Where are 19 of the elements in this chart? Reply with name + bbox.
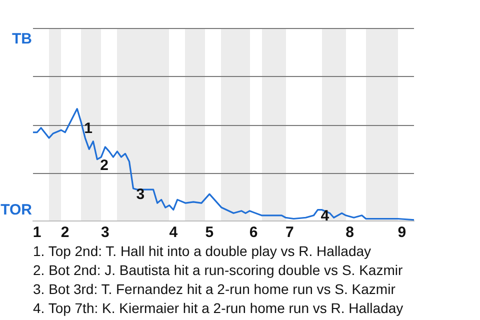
annotation: 1: [84, 120, 92, 137]
x-tick-label: 1: [32, 224, 42, 242]
annotation: 2: [100, 156, 109, 174]
x-tick-label: 4: [169, 224, 178, 242]
text: 1. Top 2nd: T. Hall hit into a double play vs R. Halladay: [33, 242, 372, 261]
x-tick-label: 6: [249, 224, 258, 242]
x-tick-label: 2: [60, 224, 70, 242]
x-tick-label: 8: [346, 224, 354, 242]
x-tick-label: 9: [398, 224, 406, 242]
text: TOR: [0, 202, 32, 219]
annotation: 3: [136, 186, 145, 204]
text: 2. Bot 2nd: J. Bautista hit a run-scoring double vs S. Kazmir: [33, 261, 404, 280]
text: 4. Top 7th: K. Kiermaier hit a 2-run home run vs R. Halladay: [33, 299, 404, 318]
annotation: 4: [320, 207, 330, 224]
text: TB: [12, 30, 32, 48]
x-tick-label: 7: [286, 224, 294, 242]
x-tick-label: 3: [101, 224, 110, 242]
x-tick-label: 5: [205, 224, 214, 242]
text: 3. Bot 3rd: T. Fernandez hit a 2-run home run vs S. Kazmir: [33, 280, 396, 299]
